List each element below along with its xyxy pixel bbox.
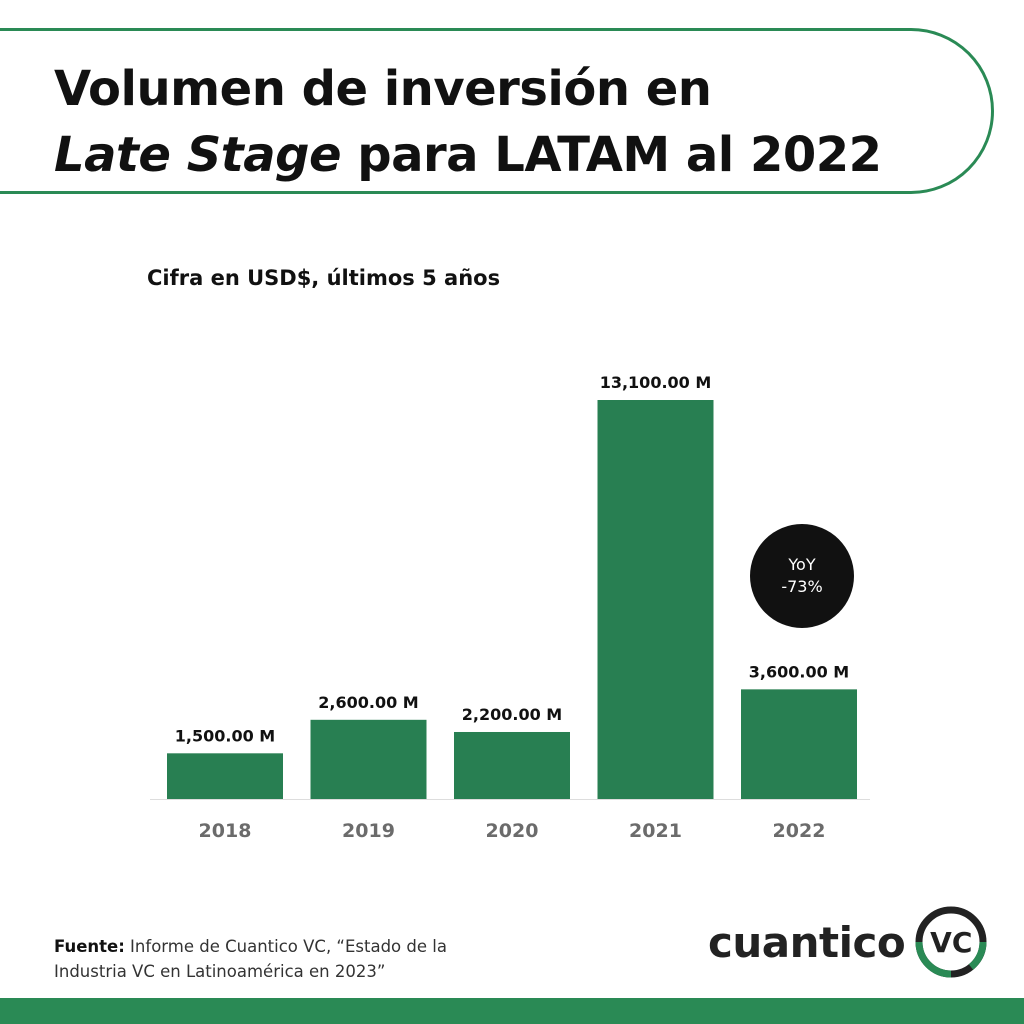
title-frame	[0, 28, 994, 194]
data-label-2018: 1,500.00 M	[175, 726, 275, 745]
title-italic: Late Stage	[54, 127, 342, 183]
yoy-value: -73%	[781, 577, 823, 596]
logo-ring-icon: VC	[913, 904, 989, 980]
source-text: Informe de Cuantico VC, “Estado de la In…	[54, 937, 447, 981]
bottom-bar	[0, 998, 1024, 1024]
bar-2020	[454, 731, 570, 799]
bar-2018	[167, 753, 283, 799]
x-tick-2022: 2022	[773, 820, 826, 842]
source-label: Fuente:	[54, 937, 125, 956]
x-tick-2019: 2019	[342, 820, 395, 842]
x-tick-2021: 2021	[629, 820, 682, 842]
yoy-badge: YoY -73%	[750, 524, 854, 628]
page-title: Volumen de inversión en Late Stage para …	[54, 56, 882, 188]
yoy-label: YoY	[788, 555, 816, 574]
source-note: Fuente: Informe de Cuantico VC, “Estado …	[54, 934, 494, 984]
chart-subtitle: Cifra en USD$, últimos 5 años	[147, 266, 501, 290]
data-label-2022: 3,600.00 M	[749, 662, 849, 681]
title-rest: para LATAM al 2022	[341, 127, 882, 183]
title-line-1: Volumen de inversión en	[54, 61, 712, 117]
bar-chart: 1,500.00 M 2018 2,600.00 M 2019 2,200.00 M 20…	[150, 373, 870, 842]
data-label-2021: 13,100.00 M	[600, 373, 712, 392]
x-tick-2018: 2018	[199, 820, 252, 842]
title-line-2: Late Stage para LATAM al 2022	[54, 122, 882, 188]
bar-2021	[597, 400, 714, 799]
x-tick-2020: 2020	[486, 820, 539, 842]
cuantico-logo: cuantico VC	[708, 902, 989, 982]
data-label-2019: 2,600.00 M	[318, 693, 418, 712]
bar-2022	[741, 689, 857, 799]
logo-wordmark: cuantico	[708, 917, 906, 967]
logo-badge: VC	[930, 925, 973, 959]
data-label-2020: 2,200.00 M	[462, 705, 562, 724]
bar-2019	[310, 719, 427, 799]
